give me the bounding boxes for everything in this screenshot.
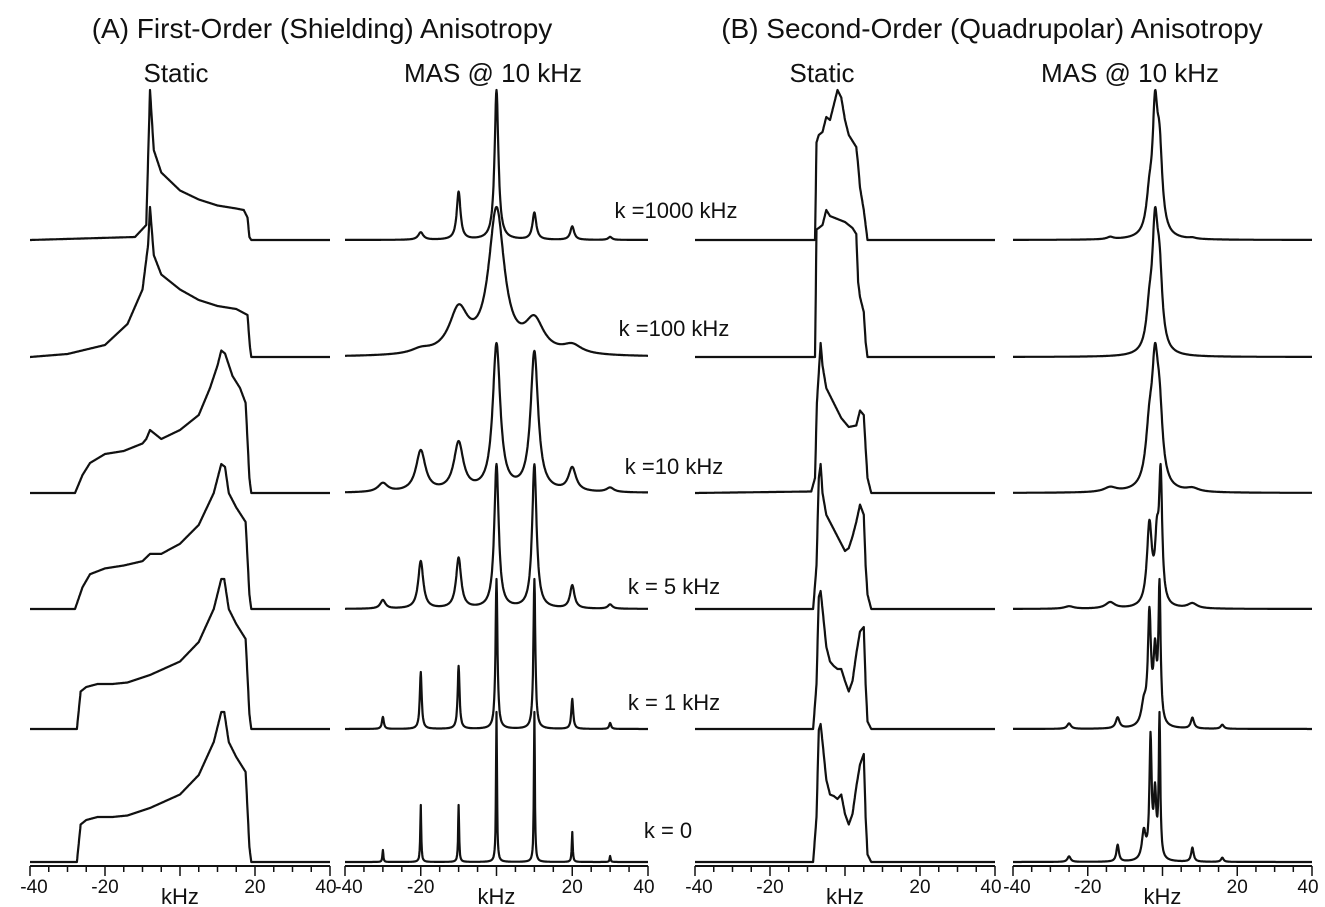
spectrum-trace-b-mas-2 (1012, 341, 1313, 494)
x-tick-label-b-static: -40 (685, 877, 712, 898)
k-label-4: k = 1 kHz (628, 690, 720, 715)
spectrum-trace-a-mas-5 (344, 710, 649, 864)
x-tick-label-a-mas: 20 (562, 877, 583, 898)
x-axis-unit-label-b-mas: kHz (1144, 884, 1182, 907)
frequency-axes: -40 -20 20 40 kHz -40 -20 20 40 kHz -40 -20 20 40 kHz -… (20, 865, 1319, 907)
spectrum-trace-b-mas-4 (1012, 577, 1313, 731)
x-tick-label-a-static: 20 (244, 877, 265, 898)
spectrum-trace-b-static-0 (694, 88, 996, 242)
panel-b-static-header: Static (789, 58, 854, 88)
spectrum-trace-a-static-4 (29, 577, 331, 731)
spectrum-trace-a-static-1 (29, 205, 331, 359)
spectrum-trace-b-static-3 (694, 462, 996, 611)
spectra-plots (29, 88, 1313, 864)
panel-b-title: (B) Second-Order (Quadrupolar) Anisotrop… (721, 13, 1263, 44)
x-tick-label-a-static: 40 (315, 877, 336, 898)
spectrum-trace-b-static-5 (694, 722, 996, 864)
x-tick-label-a-mas: -20 (407, 877, 434, 898)
spectrum-trace-b-mas-1 (1012, 205, 1313, 358)
spectrum-trace-a-mas-1 (344, 205, 649, 357)
x-tick-label-a-mas: -40 (335, 877, 362, 898)
x-axis-unit-label-a-mas: kHz (478, 884, 516, 907)
spectrum-trace-b-mas-5 (1012, 710, 1313, 864)
spectrum-trace-b-static-2 (694, 341, 996, 495)
x-axis-unit-label-a-static: kHz (161, 884, 199, 907)
spectrum-trace-b-static-1 (694, 208, 996, 359)
panel-a-mas-header: MAS @ 10 kHz (404, 58, 582, 88)
k-label-3: k = 5 kHz (628, 574, 720, 599)
panel-a-title: (A) First-Order (Shielding) Anisotropy (92, 13, 553, 44)
x-tick-label-b-mas: -20 (1074, 877, 1101, 898)
x-tick-label-b-mas: 20 (1227, 877, 1248, 898)
spectrum-trace-b-mas-3 (1012, 462, 1313, 611)
spectrum-trace-a-static-2 (29, 349, 331, 495)
x-tick-label-a-static: -20 (91, 877, 118, 898)
spectrum-trace-b-mas-0 (1012, 88, 1313, 241)
x-tick-label-b-static: 20 (909, 877, 930, 898)
k-label-5: k = 0 (644, 818, 692, 843)
x-tick-label-b-static: -20 (756, 877, 783, 898)
k-label-2: k =10 kHz (625, 454, 723, 479)
x-tick-label-b-mas: -40 (1003, 877, 1030, 898)
x-tick-label-a-static: -40 (20, 877, 47, 898)
spectrum-trace-b-static-4 (694, 589, 996, 731)
spectrum-trace-a-mas-2 (344, 341, 649, 494)
spectrum-trace-a-mas-0 (344, 88, 649, 241)
spectrum-trace-a-mas-4 (344, 577, 649, 731)
spectrum-trace-a-static-5 (29, 710, 331, 864)
x-tick-label-a-mas: 40 (633, 877, 654, 898)
x-axis-unit-label-b-static: kHz (826, 884, 864, 907)
panel-a-static-header: Static (143, 58, 208, 88)
spectrum-trace-a-static-3 (29, 462, 331, 611)
spectrum-trace-a-static-0 (29, 88, 331, 242)
k-label-1: k =100 kHz (619, 316, 730, 341)
k-label-0: k =1000 kHz (615, 198, 738, 223)
spectrum-trace-a-mas-3 (344, 462, 649, 610)
x-tick-label-b-static: 40 (980, 877, 1001, 898)
panel-b-mas-header: MAS @ 10 kHz (1041, 58, 1219, 88)
x-tick-label-b-mas: 40 (1297, 877, 1318, 898)
